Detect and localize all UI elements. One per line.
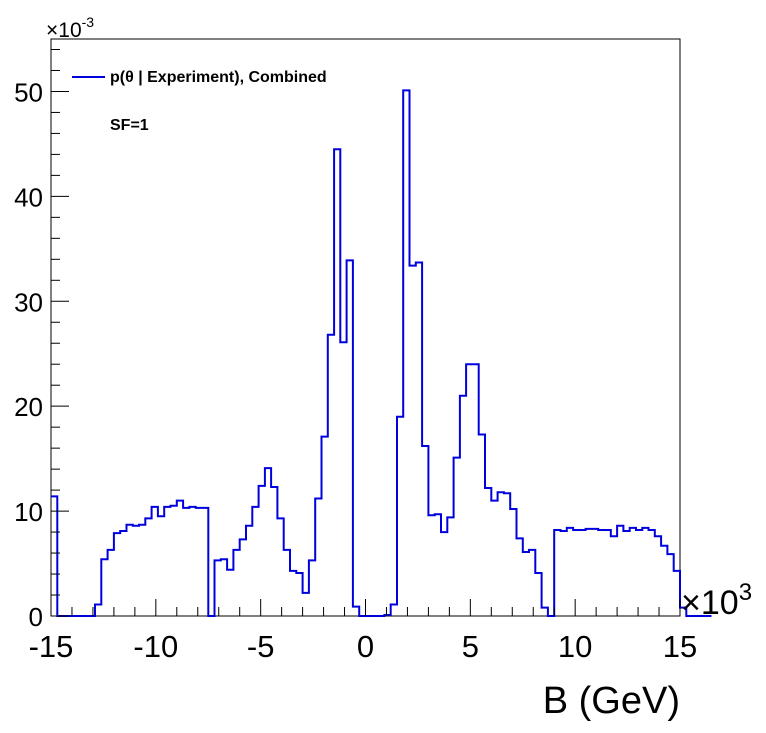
y-tick-label: 50	[14, 77, 43, 107]
y-tick-label: 0	[29, 602, 43, 632]
x-axis-multiplier: ×103	[681, 579, 752, 622]
x-tick-label: 15	[663, 629, 697, 664]
y-axis-multiplier: ×10-3	[46, 14, 94, 42]
x-tick-label: 10	[558, 629, 592, 664]
x-axis-label: B (GeV)	[543, 680, 680, 722]
x-tick-label: 5	[462, 629, 479, 664]
y-tick-label: 40	[14, 182, 43, 212]
x-axis-ticks	[50, 599, 681, 616]
annotation-sf: SF=1	[110, 117, 149, 134]
y-axis-ticks	[51, 48, 69, 617]
x-tick-label: -10	[133, 629, 178, 664]
y-tick-labels: 0 10 20 30 40 50	[14, 77, 43, 632]
x-tick-labels: -15 -10 -5 0 5 10 15	[29, 629, 698, 664]
x-tick-label: 0	[357, 629, 374, 664]
x-tick-label: -15	[29, 629, 74, 664]
legend: p(θ | Experiment), Combined SF=1	[72, 69, 327, 134]
y-tick-label: 30	[14, 287, 43, 317]
x-tick-label: -5	[247, 629, 275, 664]
y-tick-label: 20	[14, 392, 43, 422]
y-tick-label: 10	[14, 497, 43, 527]
series-histogram-line	[51, 89, 712, 617]
legend-label: p(θ | Experiment), Combined	[110, 69, 327, 86]
